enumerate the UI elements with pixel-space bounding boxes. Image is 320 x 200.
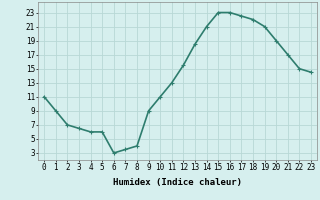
X-axis label: Humidex (Indice chaleur): Humidex (Indice chaleur) bbox=[113, 178, 242, 187]
